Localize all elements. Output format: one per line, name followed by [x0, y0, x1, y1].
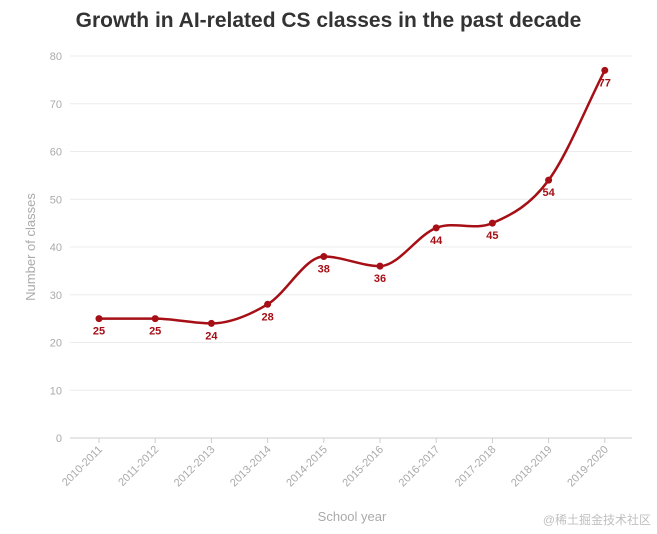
x-tick-label: 2017-2018 — [453, 444, 499, 490]
data-point — [95, 315, 103, 323]
y-tick-label: 70 — [50, 99, 62, 111]
y-tick-label: 80 — [50, 51, 62, 63]
y-tick-label: 0 — [56, 433, 62, 445]
data-label: 38 — [318, 264, 330, 276]
data-label: 44 — [430, 235, 443, 247]
data-label: 77 — [599, 77, 611, 89]
watermark: @稀土掘金技术社区 — [542, 513, 651, 527]
x-axis-title: School year — [318, 509, 387, 524]
data-point — [488, 219, 496, 227]
data-label: 28 — [261, 311, 273, 323]
data-label: 45 — [486, 230, 498, 242]
y-axis-title: Number of classes — [23, 193, 38, 301]
x-tick-label: 2011-2012 — [116, 444, 161, 489]
x-tick-label: 2012-2013 — [172, 444, 218, 490]
x-axis-ticks: 2010-2011 2011-2012 2012-2013 2013-2014 2014… — [60, 438, 611, 489]
y-tick-label: 30 — [50, 290, 62, 302]
y-tick-label: 60 — [50, 147, 62, 159]
y-tick-label: 40 — [50, 242, 62, 254]
data-point — [545, 176, 553, 184]
data-label: 25 — [93, 326, 105, 338]
x-tick-label: 2014-2015 — [284, 444, 330, 490]
x-tick-label: 2019-2020 — [565, 444, 611, 490]
data-point — [320, 253, 328, 261]
x-tick-label: 2010-2011 — [60, 444, 105, 489]
data-point — [601, 66, 609, 74]
data-point — [207, 319, 215, 327]
x-tick-label: 2013-2014 — [228, 444, 274, 490]
data-label: 25 — [149, 326, 161, 338]
x-tick-label: 2015-2016 — [340, 444, 386, 490]
data-point — [376, 262, 384, 270]
x-tick-label: 2018-2019 — [509, 444, 555, 490]
data-point — [151, 315, 159, 323]
y-tick-label: 50 — [50, 194, 62, 206]
series-line — [99, 69, 606, 325]
grid-lines — [70, 55, 632, 439]
y-tick-label: 10 — [50, 385, 62, 397]
y-axis-ticks: 0 10 20 30 40 50 60 70 80 — [50, 51, 62, 445]
y-tick-label: 20 — [50, 338, 62, 350]
x-tick-label: 2016-2017 — [397, 444, 443, 490]
chart-title: Growth in AI-related CS classes in the p… — [75, 9, 582, 32]
data-label: 36 — [374, 273, 386, 285]
data-points — [95, 66, 609, 327]
data-label: 54 — [542, 187, 555, 199]
data-point — [432, 224, 440, 232]
data-labels: 25 25 24 28 38 36 44 45 54 77 — [93, 77, 611, 342]
data-point — [264, 300, 272, 308]
data-label: 24 — [205, 330, 218, 342]
